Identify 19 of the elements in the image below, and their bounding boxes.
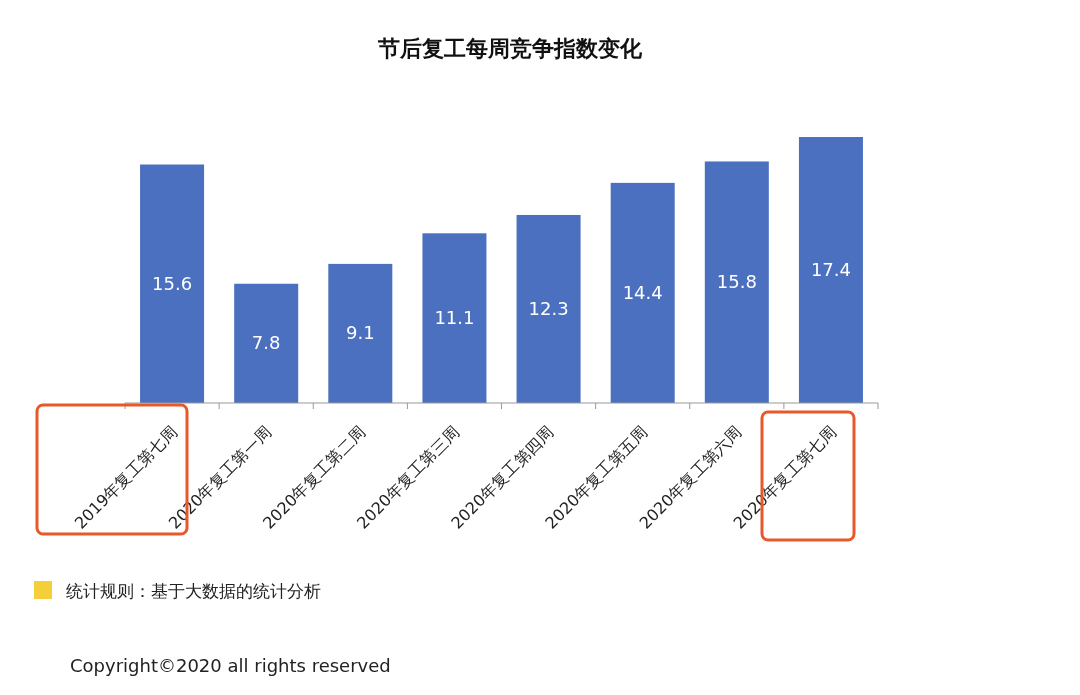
data-label: 12.3 xyxy=(528,297,569,319)
bar xyxy=(234,283,299,403)
data-label: 11.1 xyxy=(434,307,475,329)
bar xyxy=(704,161,769,403)
bar xyxy=(328,263,393,403)
bar xyxy=(422,233,487,403)
bar xyxy=(610,182,675,403)
data-label: 15.8 xyxy=(716,271,757,293)
data-label: 7.8 xyxy=(251,332,281,354)
data-label: 9.1 xyxy=(345,322,375,344)
text: Copyright©2020 all rights reserved xyxy=(70,655,391,676)
chart-title: 节后复工每周竞争指数变化 xyxy=(377,36,643,61)
data-label: 17.4 xyxy=(810,259,851,280)
text: 统计规则：基于大数据的统计分析 xyxy=(66,581,321,601)
bar xyxy=(798,137,863,403)
data-label: 15.6 xyxy=(152,272,193,294)
data-label: 14.4 xyxy=(622,281,663,303)
bar xyxy=(516,214,581,403)
bar xyxy=(140,164,205,403)
